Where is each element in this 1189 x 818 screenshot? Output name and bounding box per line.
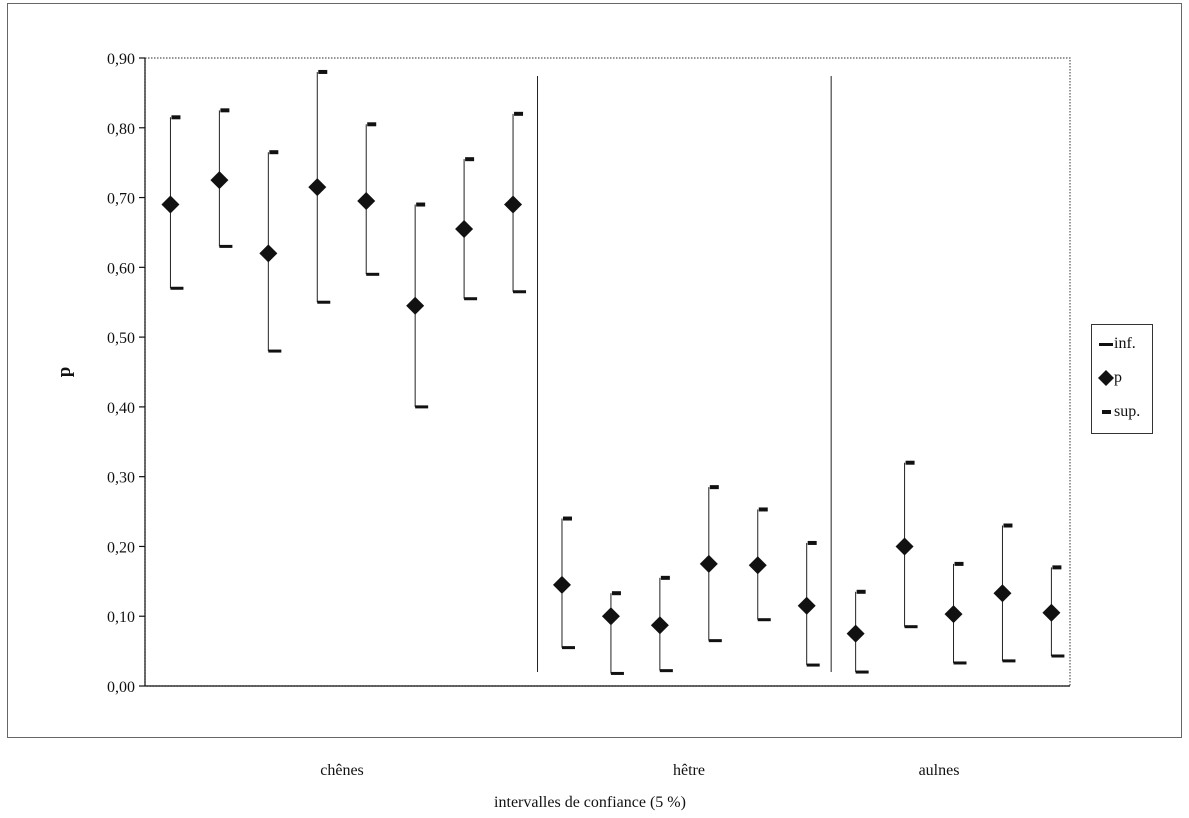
p-point (895, 537, 914, 556)
inf-marker (219, 244, 233, 248)
inf-marker (415, 405, 429, 409)
group-label-chenes: chênes (320, 762, 364, 779)
sup-marker (1003, 523, 1013, 528)
p-point (601, 607, 620, 626)
p-point (846, 624, 865, 643)
sup-marker (856, 589, 866, 594)
p-point (748, 556, 767, 575)
sup-marker (562, 516, 572, 521)
inf-marker (610, 671, 624, 675)
p-point (210, 171, 229, 190)
p-point (993, 584, 1012, 603)
inf-marker (1051, 654, 1065, 658)
y-tick-label: 0,50 (107, 330, 135, 347)
legend-p-marker (1098, 370, 1114, 386)
y-tick-label: 0,20 (107, 539, 135, 556)
p-point (406, 296, 425, 315)
legend-sup-label: sup. (1114, 403, 1141, 420)
inf-marker (268, 349, 282, 353)
inf-marker (659, 669, 673, 673)
chart-frame (7, 3, 1182, 738)
y-tick-label: 0,30 (107, 470, 135, 487)
x-axis-title: intervalles de confiance (5 %) (494, 794, 686, 811)
inf-marker (317, 300, 331, 304)
sup-marker (269, 150, 279, 155)
sup-marker (1052, 565, 1062, 570)
sup-marker (954, 561, 964, 566)
p-point (161, 195, 180, 214)
y-tick-label: 0,10 (107, 609, 135, 626)
legend-inf-marker (1098, 336, 1114, 352)
y-tick-label: 0,60 (107, 260, 135, 277)
p-point (699, 554, 718, 573)
inf-marker (170, 286, 184, 290)
sup-marker (660, 575, 670, 580)
inf-marker (904, 625, 918, 629)
y-tick-label: 0,00 (107, 679, 135, 696)
p-point (357, 192, 376, 211)
p-point (1042, 603, 1061, 622)
inf-marker (708, 639, 722, 643)
sup-marker (807, 540, 817, 545)
group-label-hetre: hêtre (673, 762, 705, 779)
group-label-aulnes: aulnes (918, 762, 960, 779)
sup-marker (220, 108, 230, 113)
legend-inf-label: inf. (1114, 335, 1136, 352)
p-point (308, 178, 327, 197)
p-point (259, 244, 278, 263)
legend: inf. p sup. (1091, 324, 1153, 434)
sup-marker (416, 202, 426, 207)
p-point (455, 219, 474, 238)
inf-marker (464, 297, 478, 301)
sup-marker (905, 460, 915, 465)
legend-item-p: p (1098, 369, 1122, 387)
p-point (552, 575, 571, 594)
legend-sup-marker (1098, 404, 1114, 420)
inf-marker (757, 618, 771, 622)
sup-marker (611, 591, 621, 596)
p-point (944, 605, 963, 624)
y-axis-title: p (54, 367, 75, 378)
inf-marker (953, 661, 967, 665)
inf-marker (1002, 659, 1016, 663)
sup-marker (709, 485, 719, 490)
inf-marker (366, 272, 380, 276)
legend-p-label: p (1114, 369, 1122, 386)
y-tick-label: 0,80 (107, 121, 135, 138)
inf-marker (513, 290, 527, 294)
y-tick-label: 0,90 (107, 51, 135, 68)
sup-marker (318, 69, 328, 74)
p-point (650, 616, 669, 635)
sup-marker (367, 122, 377, 127)
sup-marker (171, 115, 181, 120)
legend-item-inf: inf. (1098, 335, 1136, 353)
p-point (797, 596, 816, 615)
sup-marker (514, 111, 524, 116)
legend-item-sup: sup. (1098, 403, 1140, 421)
p-point (504, 195, 523, 214)
sup-marker (758, 507, 768, 512)
inf-marker (806, 663, 820, 667)
inf-marker (855, 670, 869, 674)
plot-area (144, 57, 1071, 687)
y-tick-label: 0,40 (107, 400, 135, 417)
sup-marker (465, 157, 475, 162)
inf-marker (561, 646, 575, 650)
y-tick-label: 0,70 (107, 191, 135, 208)
